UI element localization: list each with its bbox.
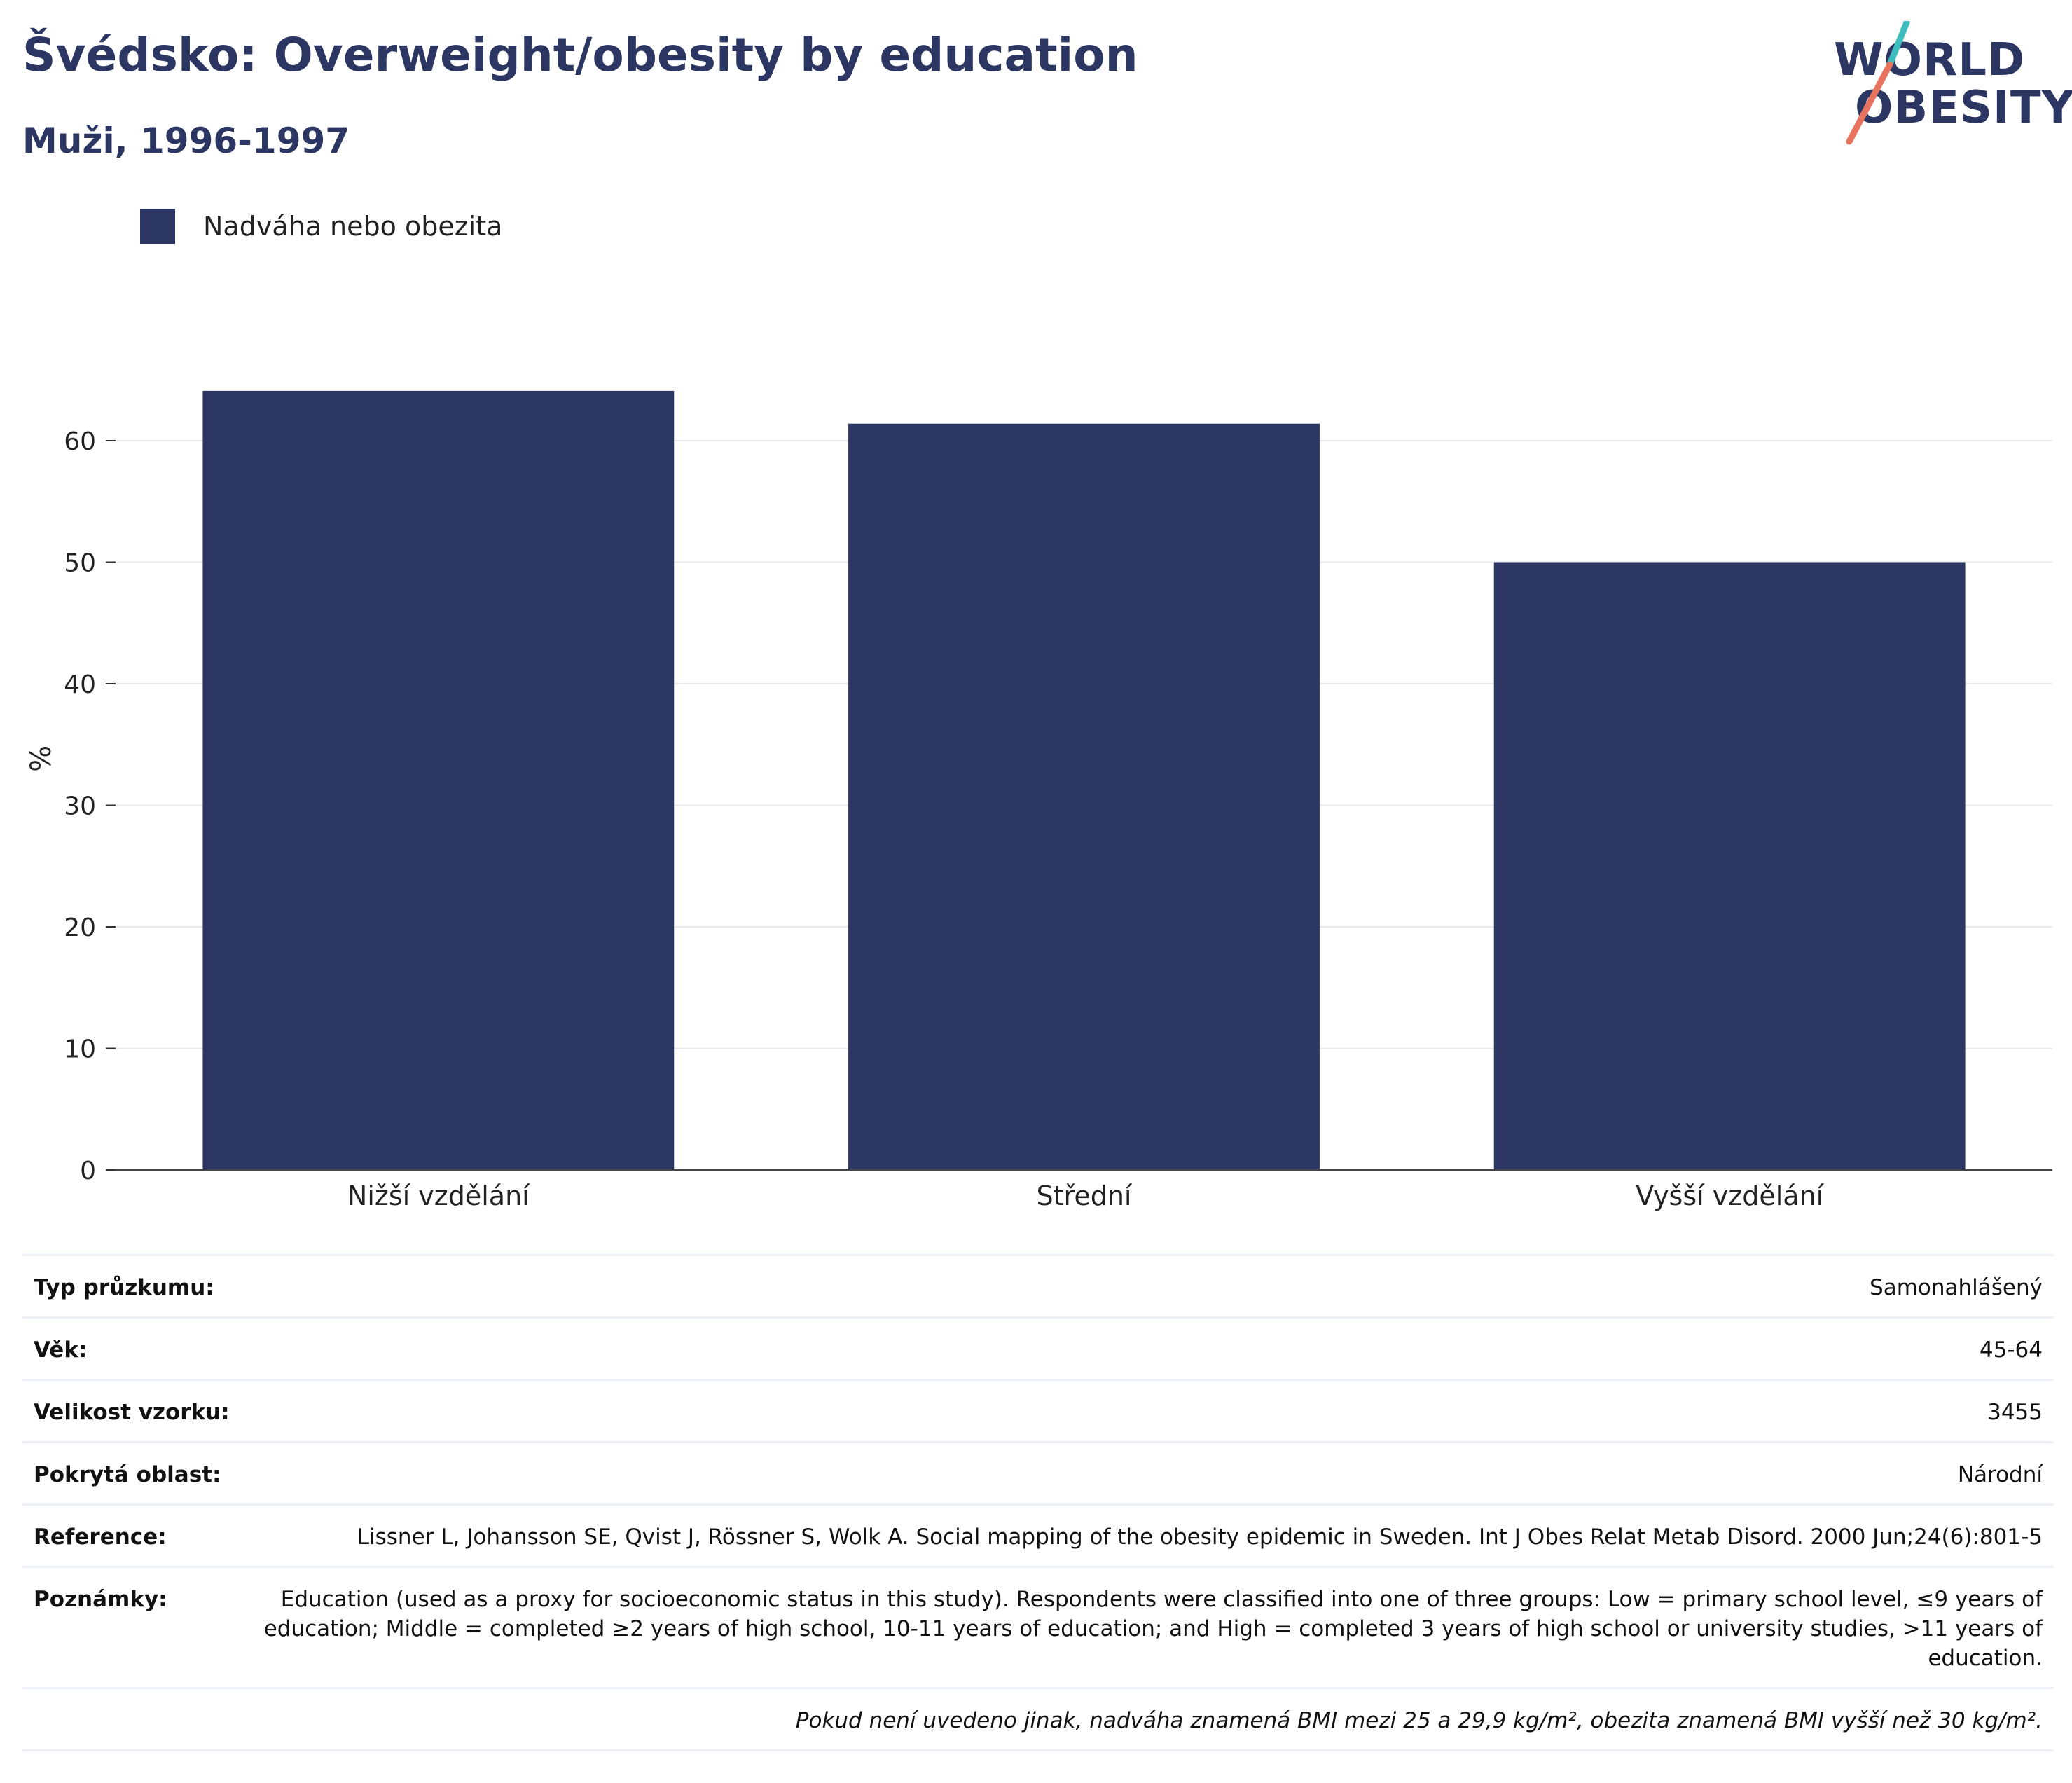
info-value: 3455 xyxy=(1987,1400,2043,1425)
bar xyxy=(202,390,675,1170)
x-tick-label: Střední xyxy=(1037,1180,1133,1211)
footnote: Pokud není uvedeno jinak, nadváha znamen… xyxy=(22,1687,2054,1749)
world-obesity-logo: WORLD OBESITY xyxy=(1828,21,2072,147)
bar xyxy=(848,423,1320,1171)
table-divider xyxy=(22,1749,2054,1751)
info-label: Velikost vzorku: xyxy=(34,1400,230,1425)
x-tick-label: Vyšší vzdělání xyxy=(1636,1180,1825,1211)
y-tick-label: 40 xyxy=(64,670,96,699)
info-label: Věk: xyxy=(34,1337,88,1363)
bars xyxy=(202,390,1966,1171)
info-label: Pokrytá oblast: xyxy=(34,1462,221,1487)
info-value: Samonahlášený xyxy=(1870,1275,2043,1300)
x-tick-label: Nižší vzdělání xyxy=(347,1180,530,1211)
info-label: Poznámky: xyxy=(34,1587,167,1612)
bar-chart: 0 10 20 30 40 50 60% Nižší vzdělání Střední Vyšší… xyxy=(25,390,2052,1211)
info-row: Reference: Lissner L, Johansson SE, Qvist… xyxy=(22,1503,2054,1566)
info-value: Národní xyxy=(1957,1462,2043,1487)
logo-line-1: WORLD xyxy=(1834,34,2026,86)
axes: 0 10 20 30 40 50 60% Nižší vzdělání Střední Vyšší… xyxy=(25,427,2052,1211)
info-row: Typ průzkumu: Samonahlášený xyxy=(22,1254,2054,1316)
info-label: Typ průzkumu: xyxy=(34,1275,214,1300)
y-tick-label: 20 xyxy=(64,914,96,942)
legend-label: Nadváha nebo obezita xyxy=(203,211,503,242)
info-row: Věk: 45-64 xyxy=(22,1316,2054,1379)
metadata-table: Typ průzkumu: Samonahlášený Věk: 45-64 Velik… xyxy=(22,1254,2054,1751)
y-tick-label: 60 xyxy=(64,427,96,456)
y-tick-label: 30 xyxy=(64,792,96,821)
info-value: Education (used as a proxy for socioecon… xyxy=(263,1587,2043,1671)
page-title: Švédsko: Overweight/obesity by education xyxy=(22,28,1138,82)
info-label: Reference: xyxy=(34,1524,167,1550)
info-row: Velikost vzorku: 3455 xyxy=(22,1379,2054,1441)
info-row: Pokrytá oblast: Národní xyxy=(22,1441,2054,1503)
logo-slash-icon xyxy=(1846,21,1910,145)
logo-line-2: OBESITY xyxy=(1855,82,2072,134)
y-tick-label: 10 xyxy=(64,1035,96,1064)
y-tick-label: 0 xyxy=(80,1157,96,1185)
info-value: 45-64 xyxy=(1979,1337,2043,1363)
y-tick-label: 50 xyxy=(64,549,96,578)
info-row: Poznámky: Education (used as a proxy for … xyxy=(22,1566,2054,1687)
legend-swatch xyxy=(140,209,175,244)
page-subtitle: Muži, 1996-1997 xyxy=(22,121,350,161)
y-axis-label: % xyxy=(25,745,57,772)
info-value: Lissner L, Johansson SE, Qvist J, Rössne… xyxy=(357,1524,2043,1550)
bar xyxy=(1493,562,1966,1170)
chart-legend: Nadváha nebo obezita xyxy=(140,209,502,244)
